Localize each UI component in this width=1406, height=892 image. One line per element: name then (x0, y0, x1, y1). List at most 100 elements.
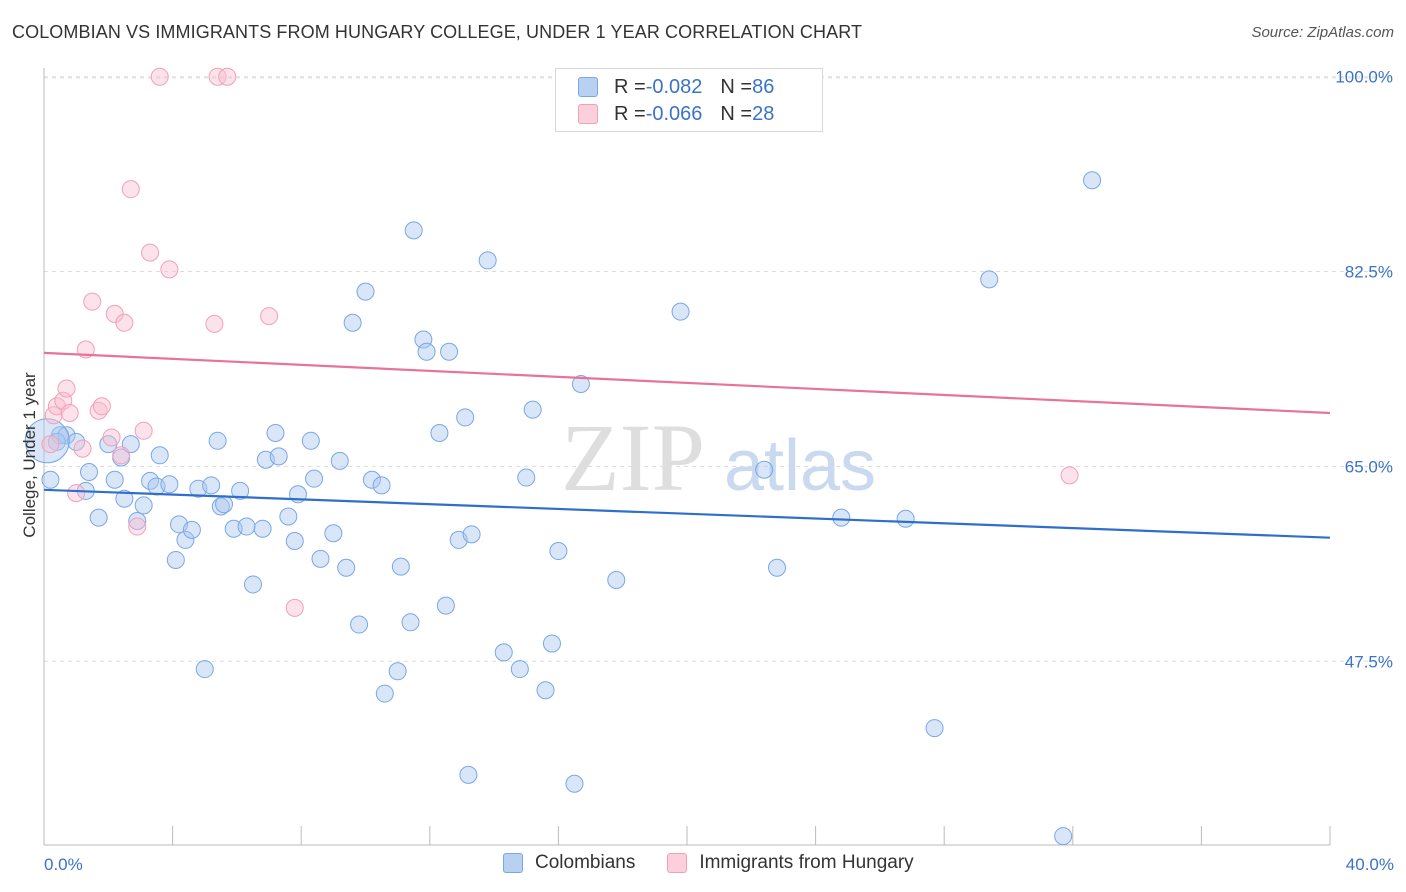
colombians-point (343, 313, 362, 332)
hungary-point (285, 598, 304, 617)
hungary-point (121, 180, 140, 199)
watermark: ZIP atlas (561, 404, 876, 511)
colombians-point (375, 684, 394, 703)
colombians-point (565, 774, 584, 793)
legend-r-label: R = (614, 75, 646, 98)
colombians-point (89, 508, 108, 527)
x-tick-label-min: 0.0% (44, 855, 83, 874)
colombians-point (1054, 827, 1073, 846)
colombians-point (350, 615, 369, 634)
colombians-point (517, 468, 536, 487)
colombians-point (388, 662, 407, 681)
hungary-point (41, 435, 60, 454)
colombians-point (243, 575, 262, 594)
colombians-point (896, 509, 915, 528)
colombians-point (211, 497, 230, 516)
legend-swatch-hungary (667, 853, 688, 873)
y-tick-label: 82.5% (1345, 263, 1393, 282)
y-tick-label: 100.0% (1335, 68, 1393, 87)
colombians-point (305, 469, 324, 488)
legend-swatch-colombians (503, 853, 523, 873)
hungary-point (73, 439, 92, 458)
colombians-point (542, 634, 561, 653)
colombians-point (215, 495, 234, 514)
legend-row-hungary: R = -0.066 N = 28 (578, 101, 774, 127)
colombians-point (134, 496, 153, 515)
colombians-point (671, 302, 690, 321)
colombians-point (160, 475, 179, 494)
hungary-point (102, 428, 121, 447)
colombians-point (311, 549, 330, 568)
colombians-point (440, 342, 459, 361)
hungary-point (128, 517, 147, 536)
colombians-point (536, 681, 555, 700)
colombians-point (202, 476, 221, 495)
series-points (24, 67, 1102, 846)
y-tick-label: 65.0% (1345, 457, 1393, 476)
colombians-point (195, 660, 214, 679)
colombians-point (182, 520, 201, 539)
source-label: Source: ZipAtlas.com (1251, 24, 1394, 41)
colombians-point (362, 470, 381, 489)
colombians-point (166, 550, 185, 569)
colombians-point (925, 719, 944, 738)
legend-row-colombians: R = -0.082 N = 86 (578, 74, 774, 100)
colombians-point (80, 462, 99, 481)
watermark-atlas: atlas (724, 426, 876, 506)
hungary-point (115, 313, 134, 332)
hungary-point (150, 67, 169, 86)
colombians-point (404, 221, 423, 240)
colombians-point (176, 530, 195, 549)
colombians-point (337, 558, 356, 577)
colombians-point (768, 558, 787, 577)
colombians-point (24, 418, 70, 464)
legend-label-colombians: Colombians (535, 852, 636, 873)
colombians-point (523, 400, 542, 419)
colombians-point (285, 532, 304, 551)
legend-swatch-pink (578, 104, 598, 124)
colombians-point (549, 542, 568, 561)
colombians-point (980, 270, 999, 289)
legend-swatch-blue (578, 77, 598, 97)
colombians-point (401, 613, 420, 632)
legend-r-label: R = (614, 102, 646, 125)
legend-n-label: N = (720, 75, 753, 98)
colombians-point (67, 432, 86, 451)
x-tick-label-max: 40.0% (1346, 855, 1394, 874)
gridlines (44, 76, 1393, 662)
hungary-point (60, 403, 79, 422)
hungary-point (92, 397, 111, 416)
legend-n-value: 28 (752, 102, 775, 125)
trend-lines (43, 351, 1331, 539)
colombians-point (459, 765, 478, 784)
colombians-point (253, 519, 272, 538)
axes (43, 68, 1331, 846)
chart-title: COLOMBIAN VS IMMIGRANTS FROM HUNGARY COL… (12, 22, 863, 42)
colombians-point (208, 431, 227, 450)
colombians-point (356, 282, 375, 301)
hungary-point (134, 421, 153, 440)
hungary-point (205, 314, 224, 333)
correlation-legend: R = -0.082 N = 86 R = -0.066 N = 28 (555, 68, 823, 132)
hungary-point (57, 379, 76, 398)
legend-item-hungary: Immigrants from Hungary (667, 852, 914, 874)
legend-label-hungary: Immigrants from Hungary (699, 852, 914, 873)
colombians-point (436, 596, 455, 615)
hungary-point (1060, 466, 1079, 485)
y-axis-label: College, Under 1 year (20, 372, 39, 538)
colombians-point (417, 342, 436, 361)
colombians-point (391, 557, 410, 576)
colombians-point (1083, 171, 1102, 190)
colombians-point (105, 470, 124, 489)
colombians-point (279, 507, 298, 526)
colombians-point (57, 426, 76, 445)
legend-n-label: N = (720, 102, 753, 125)
hungary-point (218, 67, 237, 86)
colombians-point (755, 460, 774, 479)
colombians-point (150, 446, 169, 465)
colombians-point (462, 525, 481, 544)
colombians-point (478, 251, 497, 270)
colombians-point (456, 408, 475, 427)
hungary-point (160, 260, 179, 279)
hungary-trend-line (43, 351, 1331, 415)
